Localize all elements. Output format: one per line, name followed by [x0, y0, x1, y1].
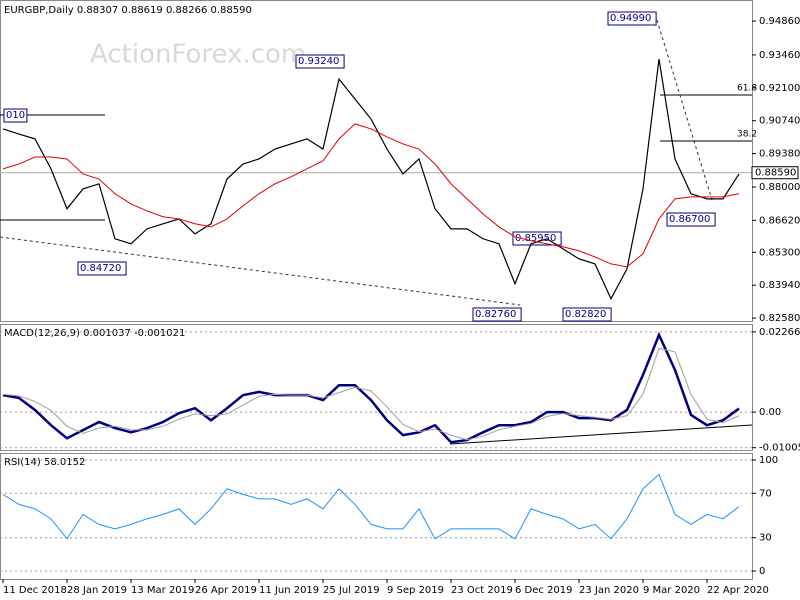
y-tick-label: 70: [759, 488, 772, 499]
series-line: [2, 473, 740, 540]
watermark: ActionForex.com: [90, 40, 306, 70]
annotation-box: [77, 261, 127, 276]
last-price-label: 0.88590: [755, 168, 796, 179]
annotation: 38.2: [737, 130, 757, 140]
y-tick-label: 0.022662: [759, 327, 800, 338]
x-tick-label: 11 Dec 2018: [3, 585, 67, 596]
rsi-panel: [0, 453, 753, 580]
annotation-box: [472, 307, 522, 322]
trend-line: [449, 424, 753, 445]
x-tick-label: 23 Oct 2019: [451, 585, 513, 596]
annotation: 0.84720: [80, 263, 121, 274]
macd-panel: [0, 324, 753, 451]
x-tick-label: 9 Sep 2019: [387, 585, 444, 596]
y-tick-label: 0.90740: [759, 116, 800, 127]
y-tick-label: 0.85300: [759, 247, 800, 258]
x-tick-label: 11 Jun 2019: [259, 585, 319, 596]
y-tick-label: 100: [759, 455, 778, 466]
y-tick-label: 0.92100: [759, 83, 800, 94]
y-tick-label: 0: [759, 566, 765, 577]
y-tick-label: 0.94860: [759, 16, 800, 27]
annotation: 0.82820: [565, 309, 606, 320]
x-tick-label: 23 Jan 2020: [579, 585, 639, 596]
x-tick-label: 13 Mar 2019: [131, 585, 194, 596]
annotation-box: [607, 11, 657, 26]
annotation-box: [666, 212, 716, 227]
y-tick-label: 0.86620: [759, 215, 800, 226]
series-line: [2, 347, 740, 441]
annotation-box: [562, 307, 612, 322]
annotation: 0.82760: [475, 309, 516, 320]
annotation-box: [295, 54, 345, 69]
y-tick-label: 0.00: [759, 407, 781, 418]
price-panel: [0, 0, 753, 322]
y-tick-label: 0.83940: [759, 280, 800, 291]
x-tick-label: 28 Jan 2019: [67, 585, 127, 596]
y-tick-label: 0.89380: [759, 149, 800, 160]
x-tick-label: 22 Apr 2020: [707, 585, 769, 596]
annotation: 010: [6, 110, 25, 121]
series-line: [2, 58, 740, 301]
annotation-box: [3, 108, 28, 123]
chart-title: EURGBP,Daily 0.88307 0.88619 0.88266 0.8…: [4, 5, 252, 16]
annotation: 0.93240: [298, 56, 339, 67]
y-tick-label: 0.88000: [759, 182, 800, 193]
x-tick-label: 26 Apr 2019: [195, 585, 257, 596]
y-tick-label: 30: [759, 533, 772, 544]
chart-title: MACD(12,26,9) 0.001037 -0.001021: [4, 328, 185, 339]
chart-title: RSI(14) 58.0152: [4, 457, 85, 468]
trend-line: [656, 19, 713, 201]
annotation-box: [512, 231, 562, 246]
last-price-box: [751, 166, 799, 180]
annotation: 61.8: [737, 84, 757, 94]
y-tick-label: -0.010052: [759, 443, 800, 454]
annotation: 0.85950: [515, 233, 556, 244]
annotation: 0.94990: [610, 13, 651, 24]
series-line: [2, 123, 740, 268]
y-tick-label: 0.82580: [759, 313, 800, 324]
y-tick-label: 0.93460: [759, 50, 800, 61]
x-tick-label: 6 Dec 2019: [515, 585, 573, 596]
x-tick-label: 25 Jul 2019: [323, 585, 380, 596]
series-line: [2, 331, 740, 444]
x-tick-label: 9 Mar 2020: [643, 585, 700, 596]
annotation: 0.86700: [669, 214, 710, 225]
